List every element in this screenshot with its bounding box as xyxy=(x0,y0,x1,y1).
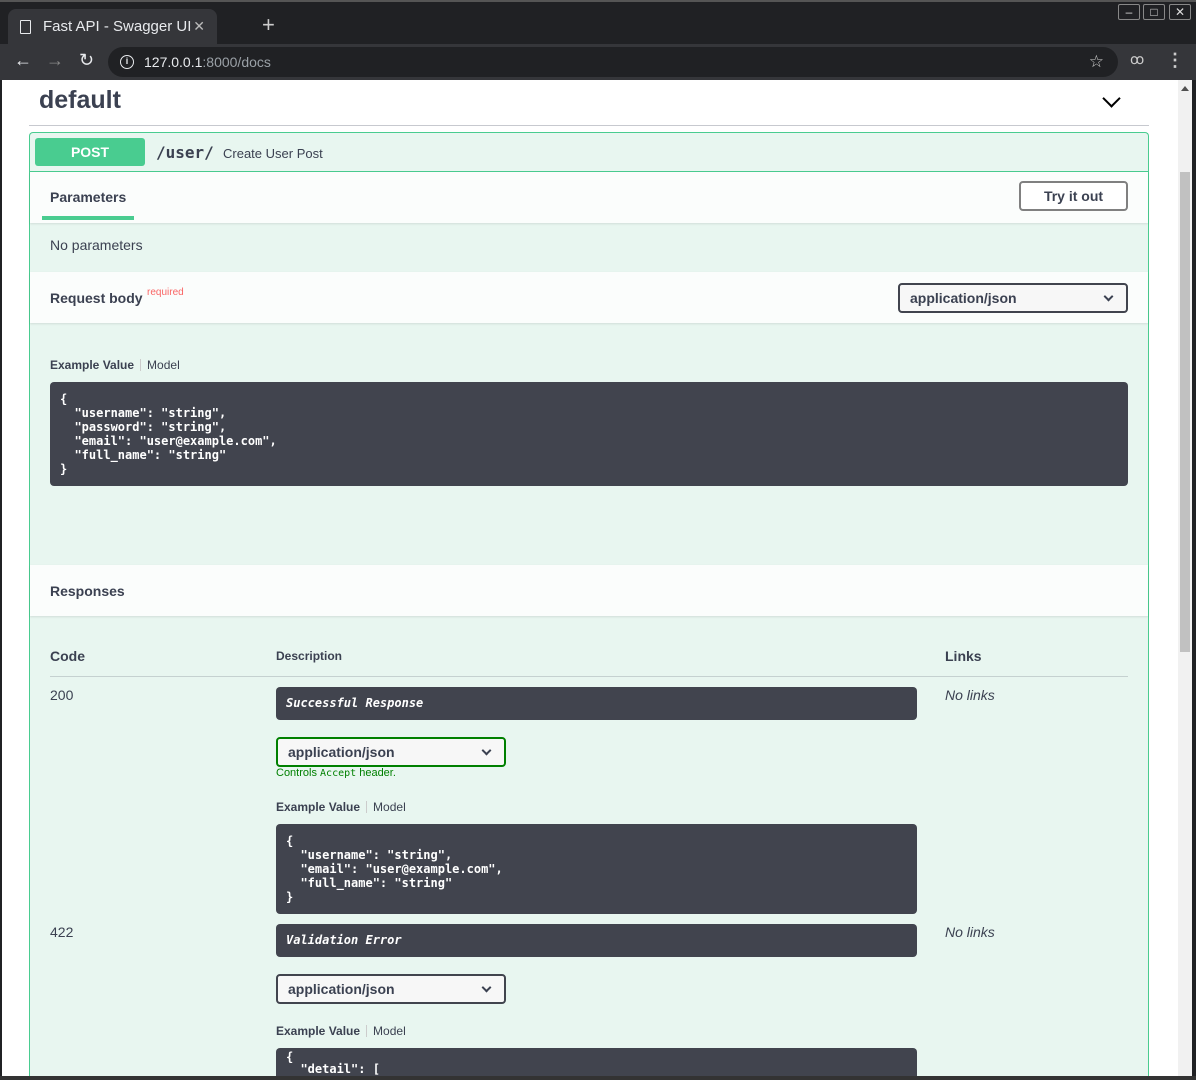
operation-summary: Create User Post xyxy=(223,146,323,161)
chevron-down-icon[interactable] xyxy=(1102,89,1121,108)
tab-title: Fast API - Swagger UI xyxy=(43,18,192,35)
divider xyxy=(29,125,1149,126)
scrollbar-thumb[interactable] xyxy=(1180,172,1190,652)
response-content-type-select[interactable]: application/json xyxy=(276,974,506,1004)
response-example-code: { "username": "string", "email": "user@e… xyxy=(276,824,917,914)
menu-icon[interactable]: ⋮ xyxy=(1166,50,1184,70)
window-frame xyxy=(0,1076,1196,1080)
chevron-down-icon xyxy=(1103,291,1114,301)
url-host: 127.0.0.1 xyxy=(144,54,203,70)
close-tab-icon[interactable]: ✕ xyxy=(193,18,205,34)
tab-model[interactable]: Model xyxy=(373,800,406,814)
select-value: application/json xyxy=(910,290,1017,306)
scroll-up-arrow-icon[interactable] xyxy=(1181,86,1189,91)
operation-path[interactable]: /user/ xyxy=(156,143,214,162)
info-icon[interactable]: i xyxy=(120,55,134,69)
close-window-button[interactable]: ✕ xyxy=(1169,4,1191,20)
tab-model[interactable]: Model xyxy=(147,358,180,372)
reload-icon[interactable]: ↻ xyxy=(79,50,95,70)
select-value: application/json xyxy=(288,981,395,997)
tag-title[interactable]: default xyxy=(39,86,121,114)
chevron-down-icon xyxy=(481,982,492,992)
request-body-label: Request body xyxy=(50,290,143,306)
document-icon xyxy=(20,19,31,34)
example-model-tabs: Example Value Model xyxy=(276,1024,406,1038)
tab-example-value[interactable]: Example Value xyxy=(276,1024,361,1038)
select-value: application/json xyxy=(288,744,395,760)
response-links: No links xyxy=(945,924,995,940)
incognito-icon[interactable]: ꝏ xyxy=(1130,51,1145,67)
minimize-button[interactable]: – xyxy=(1118,4,1140,20)
back-icon[interactable]: ← xyxy=(14,50,32,70)
no-parameters-text: No parameters xyxy=(50,237,143,253)
new-tab-button[interactable]: + xyxy=(262,12,275,37)
response-code: 200 xyxy=(50,687,74,703)
address-bar[interactable]: i 127.0.0.1:8000/docs ☆ xyxy=(108,47,1118,77)
active-tab-indicator xyxy=(42,216,134,220)
tab-parameters[interactable]: Parameters xyxy=(50,189,127,205)
example-model-tabs: Example Value Model xyxy=(276,800,406,814)
parameters-header: Parameters Try it out xyxy=(30,172,1148,223)
url-path: :8000/docs xyxy=(202,54,271,70)
response-links: No links xyxy=(945,687,995,703)
request-content-type-select[interactable]: application/json xyxy=(898,283,1128,313)
page-content: default POST /user/ Create User Post Par… xyxy=(2,80,1178,1077)
method-badge[interactable]: POST xyxy=(35,138,145,166)
maximize-button[interactable]: □ xyxy=(1143,4,1165,20)
request-example-code: { "username": "string", "password": "str… xyxy=(50,382,1128,486)
tab-example-value[interactable]: Example Value xyxy=(276,800,361,814)
response-code: 422 xyxy=(50,924,74,940)
tab-example-value[interactable]: Example Value xyxy=(50,358,135,372)
example-model-tabs: Example Value Model xyxy=(50,358,180,372)
response-example-code: { "detail": [ xyxy=(276,1048,917,1077)
request-body-header: Request body required application/json xyxy=(30,272,1148,323)
forward-icon[interactable]: → xyxy=(46,50,64,70)
controls-accept-note: Controls Accept header. xyxy=(276,767,396,779)
bookmark-star-icon[interactable]: ☆ xyxy=(1088,52,1104,71)
col-links: Links xyxy=(945,648,982,664)
response-content-type-select[interactable]: application/json xyxy=(276,737,506,767)
operation-block: POST /user/ Create User Post Parameters … xyxy=(29,132,1149,1077)
required-badge: required xyxy=(147,287,184,298)
tab-model[interactable]: Model xyxy=(373,1024,406,1038)
col-description: Description xyxy=(276,649,343,663)
response-description: Validation Error xyxy=(276,924,917,957)
responses-header: Responses xyxy=(30,565,1148,616)
col-code: Code xyxy=(50,648,85,664)
chevron-down-icon xyxy=(481,745,492,755)
response-description: Successful Response xyxy=(276,687,917,720)
try-it-out-button[interactable]: Try it out xyxy=(1019,181,1128,211)
browser-tab[interactable]: Fast API - Swagger UI ✕ xyxy=(8,9,217,44)
responses-title: Responses xyxy=(50,583,125,599)
